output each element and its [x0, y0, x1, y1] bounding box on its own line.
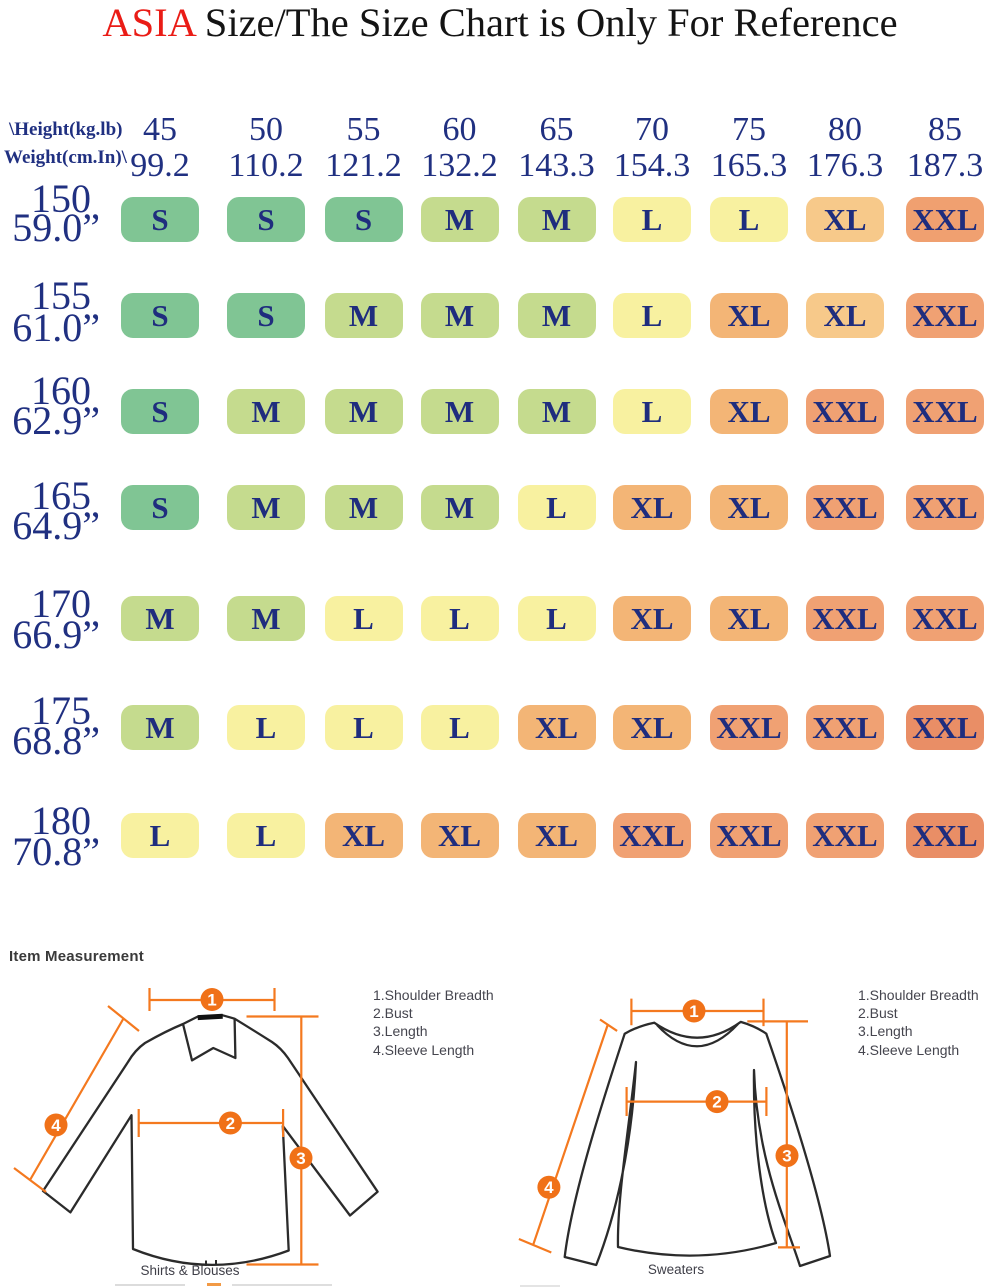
svg-text:4: 4 [51, 1116, 61, 1135]
svg-text:3: 3 [296, 1149, 305, 1168]
svg-text:1: 1 [207, 991, 216, 1010]
svg-text:1: 1 [689, 1002, 698, 1021]
svg-text:2: 2 [226, 1114, 235, 1133]
svg-text:3: 3 [782, 1147, 791, 1166]
svg-text:4: 4 [544, 1178, 554, 1197]
svg-text:2: 2 [712, 1093, 721, 1112]
